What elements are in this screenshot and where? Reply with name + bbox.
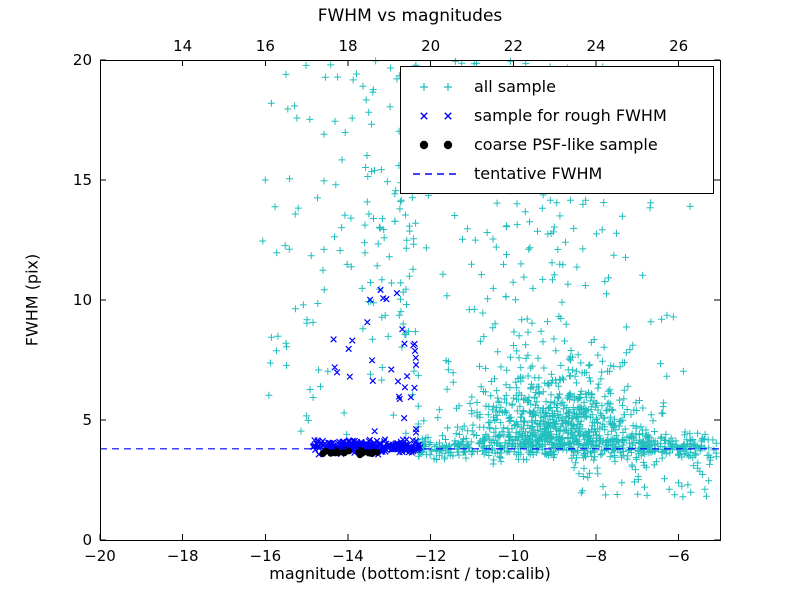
- legend-dot-marker-icon: [410, 135, 462, 155]
- legend-item-all-sample: all sample: [410, 72, 704, 101]
- top-tick-label: 16: [256, 37, 275, 55]
- legend-item-psf-sample: coarse PSF-like sample: [410, 130, 704, 159]
- legend-plus-marker-icon: [410, 77, 462, 97]
- scatter-point-dot: [365, 449, 373, 457]
- scatter-point-dot: [339, 448, 347, 455]
- legend-item-tentative-fwhm: tentative FWHM: [410, 159, 704, 188]
- y-tick-label: 20: [73, 51, 92, 69]
- scatter-point-dot: [319, 450, 327, 458]
- top-tick-label: 24: [586, 37, 605, 55]
- y-tick-label: 15: [73, 171, 92, 189]
- y-tick-label: 5: [82, 411, 92, 429]
- legend-label: all sample: [474, 77, 556, 96]
- scatter-series-0: [259, 57, 720, 501]
- scatter-point-dot: [373, 448, 381, 456]
- legend-label: sample for rough FWHM: [474, 106, 667, 125]
- scatter-point-dot: [327, 449, 335, 457]
- chart-title: FWHM vs magnitudes: [317, 6, 503, 26]
- legend-item-rough-fwhm: sample for rough FWHM: [410, 101, 704, 130]
- top-tick-label: 14: [173, 37, 192, 55]
- scatter-point-dot: [358, 447, 366, 455]
- y-axis-label: FWHM (pix): [22, 253, 42, 347]
- x-tick-label: −20: [84, 547, 116, 565]
- x-tick-label: −8: [585, 547, 607, 565]
- legend-label: coarse PSF-like sample: [474, 135, 658, 154]
- legend: all sample sample for rough FWHM coarse …: [400, 66, 714, 194]
- x-tick-label: −18: [167, 547, 199, 565]
- x-tick-label: −10: [498, 547, 530, 565]
- top-tick-label: 20: [421, 37, 440, 55]
- top-tick-label: 18: [338, 37, 357, 55]
- legend-dashed-line-icon: [410, 164, 462, 184]
- x-tick-label: −14: [332, 547, 364, 565]
- x-tick-label: −6: [668, 547, 690, 565]
- y-tick-label: 0: [82, 531, 92, 549]
- top-tick-label: 26: [669, 37, 688, 55]
- legend-label: tentative FWHM: [474, 164, 603, 183]
- x-tick-label: −12: [415, 547, 447, 565]
- legend-x-marker-icon: [410, 106, 462, 126]
- x-tick-label: −16: [250, 547, 282, 565]
- x-axis-label: magnitude (bottom:isnt / top:calib): [269, 564, 551, 583]
- y-tick-label: 10: [73, 291, 92, 309]
- top-tick-label: 22: [504, 37, 523, 55]
